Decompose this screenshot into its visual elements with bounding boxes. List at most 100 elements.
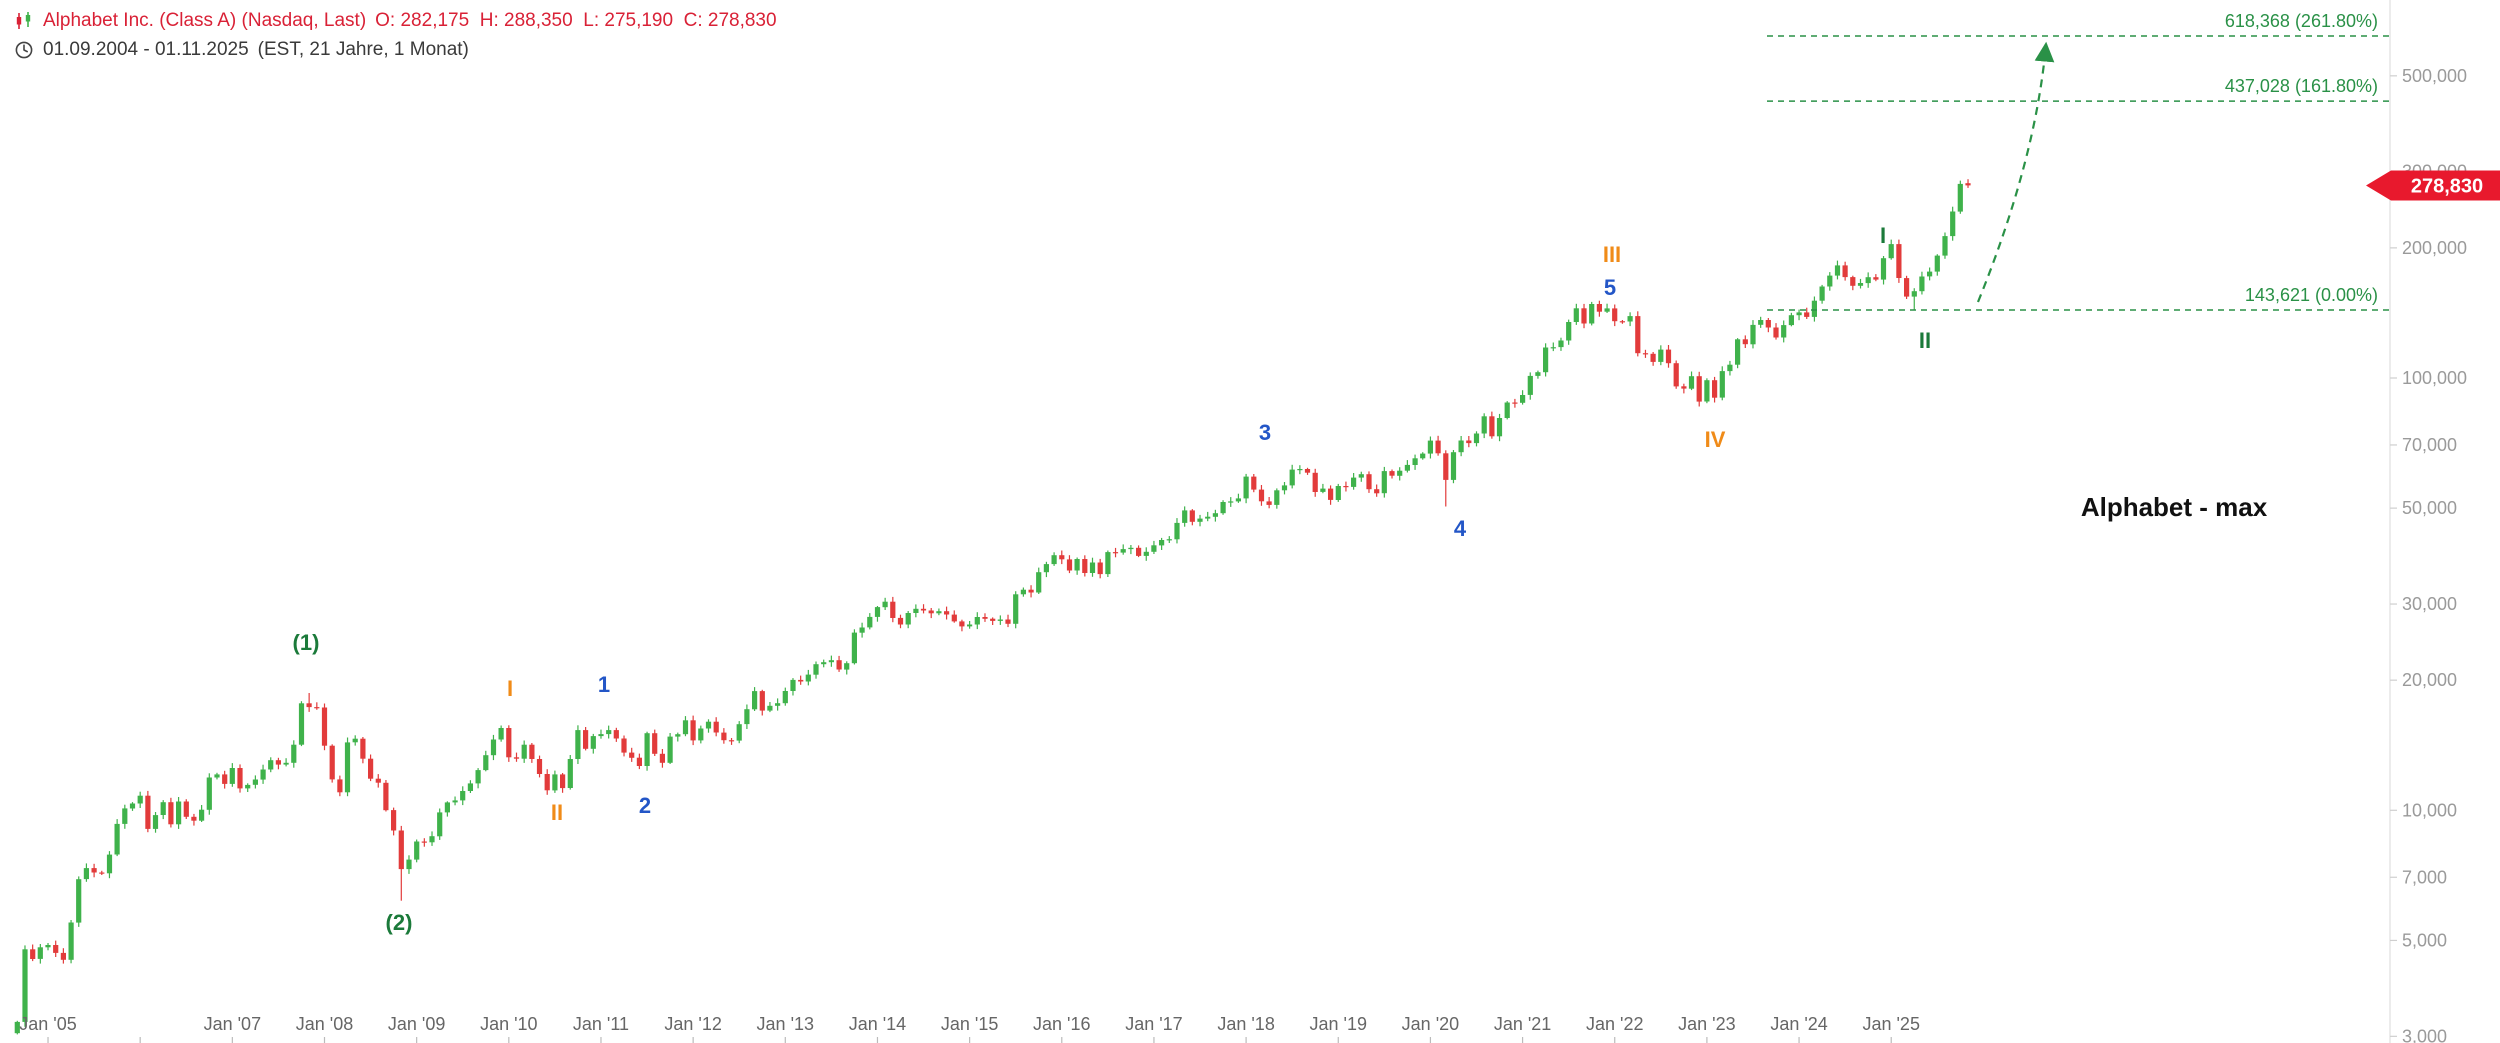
price-axis[interactable]: 500,000300,000200,000100,00070,00050,000… (2389, 0, 2467, 1043)
range-row: 01.09.2004 - 01.11.2025 (EST, 21 Jahre, … (14, 39, 777, 61)
candle (160, 800, 166, 820)
candle (1834, 260, 1841, 280)
candle (114, 819, 120, 857)
candle (14, 1020, 20, 1035)
candle (1719, 366, 1725, 401)
wave-label[interactable]: II (551, 800, 563, 825)
wave-label[interactable]: (2) (386, 910, 413, 935)
candle (905, 611, 911, 629)
candle (99, 870, 105, 875)
candle (1919, 271, 1925, 295)
candle (1051, 552, 1057, 566)
candle (882, 597, 888, 610)
candle (506, 725, 512, 762)
x-axis-label: Jan '13 (757, 1014, 814, 1034)
candle (560, 773, 566, 793)
candle (191, 813, 197, 826)
candle (920, 604, 927, 614)
candle (329, 744, 335, 783)
candle (936, 608, 942, 616)
candle (529, 743, 535, 763)
candle (1381, 466, 1387, 498)
wave-label[interactable]: I (507, 676, 513, 701)
candle (990, 617, 996, 625)
wave-label[interactable]: 5 (1604, 275, 1616, 300)
candle (1904, 275, 1910, 299)
candle (782, 687, 788, 706)
y-axis-label: 30,000 (2402, 594, 2457, 614)
candle (598, 729, 604, 739)
y-axis-label: 70,000 (2402, 435, 2457, 455)
y-axis-label: 3,000 (2402, 1026, 2447, 1043)
candle (1182, 506, 1188, 527)
candle (352, 735, 358, 746)
candle (836, 655, 842, 672)
candle (1136, 545, 1142, 558)
candle (521, 740, 527, 763)
candle (1189, 509, 1195, 526)
candle (398, 825, 404, 901)
x-axis-label: Jan '05 (19, 1014, 76, 1034)
candle (621, 735, 627, 757)
x-axis-label: Jan '25 (1862, 1014, 1919, 1034)
candle (1420, 452, 1426, 460)
candle (1880, 256, 1887, 285)
x-axis-label: Jan '14 (849, 1014, 906, 1034)
candle (1228, 497, 1234, 507)
x-axis-label: Jan '07 (204, 1014, 261, 1034)
candle (1696, 371, 1702, 407)
candle (813, 661, 819, 679)
candle (30, 944, 36, 962)
candle (667, 733, 673, 764)
candle (414, 839, 420, 863)
wave-label[interactable]: 2 (639, 793, 651, 818)
candle (1965, 179, 1971, 188)
time-axis[interactable]: Jan '05 Jan '07 Jan '08 Jan '09 Jan '10 Jan '… (19, 1014, 1920, 1043)
candle (1328, 485, 1334, 505)
candle (890, 596, 896, 623)
candle (283, 758, 289, 767)
candle (1251, 474, 1257, 493)
y-axis-label: 500,000 (2402, 66, 2467, 86)
y-axis-label: 100,000 (2402, 368, 2467, 388)
projection-arrow[interactable] (1976, 41, 2055, 303)
candle (406, 855, 412, 874)
candle (260, 764, 266, 784)
wave-label[interactable]: 1 (598, 672, 610, 697)
candle (1727, 360, 1733, 376)
candle (544, 769, 550, 795)
fib-extension-tool[interactable]: 618,368 (261.80%) 437,028 (161.80%) 143,62… (1767, 11, 2390, 311)
candle (752, 687, 758, 711)
candle (1074, 557, 1080, 575)
candle (1112, 547, 1119, 558)
candle (245, 783, 251, 792)
wave-label[interactable]: I (1880, 223, 1886, 248)
wave-label[interactable]: 4 (1454, 516, 1467, 541)
candle (1312, 468, 1318, 497)
y-axis-label: 7,000 (2402, 867, 2447, 887)
candle (122, 804, 128, 829)
wave-label[interactable]: 3 (1259, 420, 1271, 445)
candle (1235, 493, 1241, 503)
candle (1957, 180, 1963, 214)
candle (1458, 436, 1464, 457)
wave-label[interactable]: II (1919, 328, 1931, 353)
candle (429, 831, 435, 846)
candle (652, 729, 658, 756)
candle (759, 689, 765, 716)
wave-label[interactable]: IV (1705, 427, 1726, 452)
wave-label[interactable]: (1) (293, 630, 320, 655)
candle (1374, 484, 1380, 497)
candle (967, 621, 973, 629)
x-axis-label: Jan '24 (1770, 1014, 1827, 1034)
candle (1066, 555, 1073, 574)
candle (1427, 436, 1433, 459)
candle (1197, 514, 1203, 527)
wave-label[interactable]: III (1603, 242, 1621, 267)
candle (1796, 309, 1802, 321)
candle (1735, 338, 1741, 369)
candle (1013, 591, 1019, 629)
candle (1389, 469, 1395, 479)
candle (1366, 471, 1372, 493)
